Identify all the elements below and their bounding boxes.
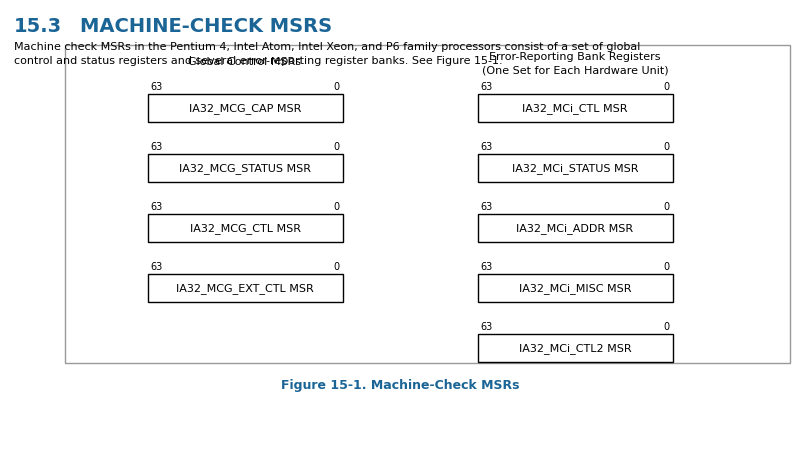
Text: IA32_MCi_MISC MSR: IA32_MCi_MISC MSR <box>518 283 631 294</box>
Text: 0: 0 <box>663 82 670 92</box>
Text: 63: 63 <box>150 142 162 152</box>
Bar <box>65 46 790 363</box>
Bar <box>147 274 342 302</box>
Text: 63: 63 <box>150 202 162 212</box>
Text: 0: 0 <box>334 202 339 212</box>
Text: Error-Reporting Bank Registers
(One Set for Each Hardware Unit): Error-Reporting Bank Registers (One Set … <box>482 52 668 75</box>
Text: 63: 63 <box>481 142 493 152</box>
Text: Machine check MSRs in the Pentium 4, Intel Atom, Intel Xeon, and P6 family proce: Machine check MSRs in the Pentium 4, Int… <box>14 42 640 66</box>
Bar <box>147 155 342 183</box>
Text: 0: 0 <box>334 262 339 272</box>
Text: Global Control MSRs: Global Control MSRs <box>189 57 302 67</box>
Text: IA32_MCi_CTL2 MSR: IA32_MCi_CTL2 MSR <box>518 343 631 354</box>
Text: 15.3: 15.3 <box>14 17 62 36</box>
Text: IA32_MCi_ADDR MSR: IA32_MCi_ADDR MSR <box>517 223 634 234</box>
Bar <box>478 215 673 243</box>
Text: 0: 0 <box>334 142 339 152</box>
Text: 0: 0 <box>334 82 339 92</box>
Text: MACHINE-CHECK MSRS: MACHINE-CHECK MSRS <box>80 17 332 36</box>
Text: IA32_MCi_CTL MSR: IA32_MCi_CTL MSR <box>522 103 628 114</box>
Text: 0: 0 <box>663 321 670 331</box>
Bar <box>147 215 342 243</box>
Bar <box>478 334 673 362</box>
Bar <box>147 95 342 123</box>
Text: IA32_MCG_STATUS MSR: IA32_MCG_STATUS MSR <box>179 163 311 174</box>
Bar <box>478 95 673 123</box>
Text: 0: 0 <box>663 262 670 272</box>
Text: 63: 63 <box>481 82 493 92</box>
Text: IA32_MCG_CTL MSR: IA32_MCG_CTL MSR <box>190 223 301 234</box>
Text: 63: 63 <box>481 202 493 212</box>
Text: 63: 63 <box>150 82 162 92</box>
Text: IA32_MCG_CAP MSR: IA32_MCG_CAP MSR <box>189 103 301 114</box>
Bar <box>478 155 673 183</box>
Text: 63: 63 <box>481 321 493 331</box>
Text: IA32_MCi_STATUS MSR: IA32_MCi_STATUS MSR <box>512 163 638 174</box>
Text: 63: 63 <box>150 262 162 272</box>
Text: Figure 15-1. Machine-Check MSRs: Figure 15-1. Machine-Check MSRs <box>281 378 519 391</box>
Text: 63: 63 <box>481 262 493 272</box>
Text: 0: 0 <box>663 202 670 212</box>
Text: 0: 0 <box>663 142 670 152</box>
Bar <box>478 274 673 302</box>
Text: IA32_MCG_EXT_CTL MSR: IA32_MCG_EXT_CTL MSR <box>176 283 314 294</box>
